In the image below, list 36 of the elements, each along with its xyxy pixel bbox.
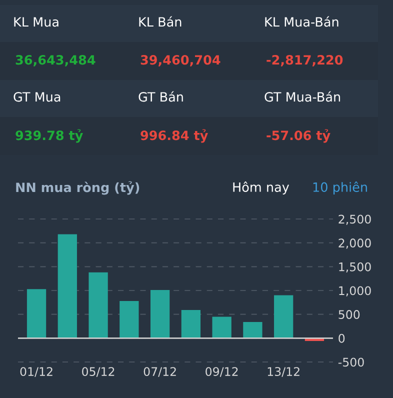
x-tick-label: 05/12 [82, 367, 114, 377]
y-tick-label: 1,500 [339, 262, 371, 273]
text: 36,643,484 [16, 55, 96, 66]
y-tick-label: 500 [338, 310, 360, 319]
x-tick-label: 09/12 [206, 367, 238, 377]
bar [58, 234, 77, 338]
text: Hôm nay [233, 182, 290, 194]
text: KL Bán [139, 16, 182, 27]
bar [243, 322, 262, 338]
x-tick-label: 07/12 [144, 367, 176, 377]
text: KL Mua-Bán [265, 16, 338, 27]
x-tick-label: 01/12 [20, 367, 52, 377]
text: -2,817,220 [266, 55, 343, 66]
text: 10 phiên [313, 182, 367, 194]
y-tick-label: 1,000 [339, 286, 371, 296]
y-tick-label: 0 [338, 334, 345, 343]
bar [26, 289, 46, 338]
bar [88, 272, 108, 338]
text: GT Bán [138, 91, 183, 102]
bar [120, 300, 139, 338]
chart-title: NN mua ròng (tỷ) [16, 181, 140, 195]
y-tick-label: 2,500 [338, 214, 371, 225]
bar [150, 290, 170, 338]
text: GT Mua-Bán [264, 91, 340, 102]
y-tick-label: -500 [338, 358, 364, 367]
text: GT Mua [14, 92, 60, 102]
text: KL Mua [14, 17, 58, 27]
bar [274, 295, 294, 338]
text: 939.78 tỷ [16, 129, 83, 143]
bar [181, 310, 201, 338]
text: -57.06 tỷ [266, 129, 330, 143]
y-tick-label: 2,000 [338, 238, 371, 249]
text: 996.84 tỷ [140, 129, 208, 143]
bar [212, 316, 232, 338]
text: 39,460,704 [140, 55, 220, 66]
x-tick-label: 13/12 [268, 367, 300, 377]
